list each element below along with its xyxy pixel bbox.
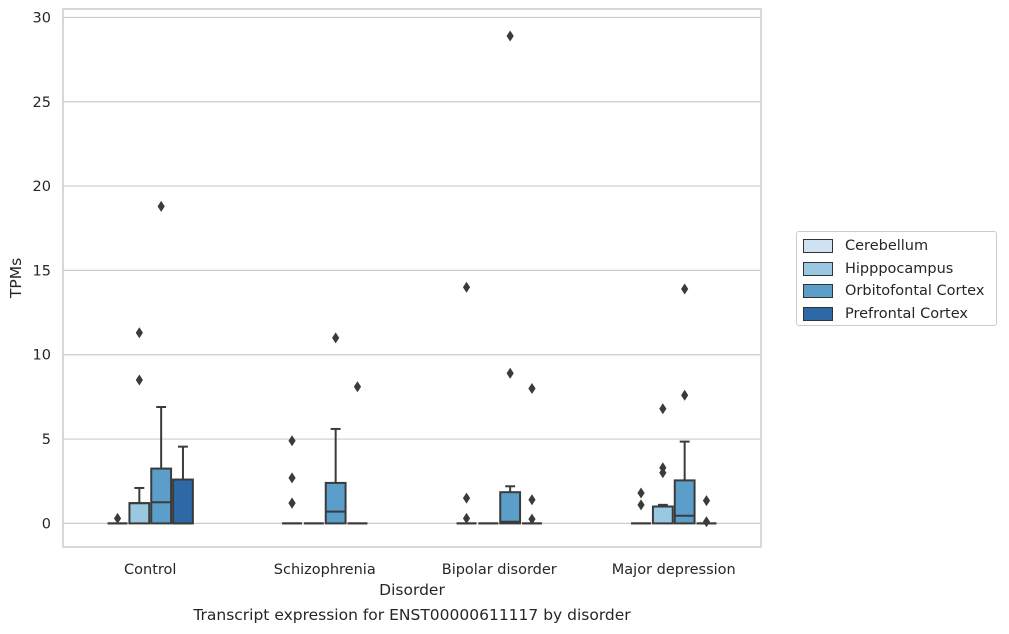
x-tick-label: Bipolar disorder (442, 562, 557, 578)
y-tick-label: 20 (33, 179, 51, 195)
outlier-point (659, 462, 667, 474)
legend-swatch (803, 239, 833, 254)
x-tick-label: Control (124, 562, 176, 578)
outlier-point (157, 200, 165, 212)
chart-caption: Transcript expression for ENST0000061111… (193, 606, 631, 624)
legend-swatch (803, 261, 833, 276)
box-body (150, 467, 173, 525)
legend-item-prefrontal-cortex: Prefrontal Cortex (803, 303, 996, 326)
y-tick-label: 5 (42, 432, 51, 448)
outlier-point (288, 472, 296, 484)
y-tick-label: 15 (33, 263, 51, 279)
y-tick-label: 0 (42, 516, 51, 532)
outlier-point (135, 327, 143, 339)
legend: Cerebellum Hipppocampus Orbitofontal Cor… (796, 231, 997, 326)
outlier-point (353, 381, 362, 393)
outlier-point (637, 487, 645, 499)
outlier-point (528, 494, 536, 506)
legend-label: Prefrontal Cortex (845, 305, 968, 322)
plot-frame (62, 8, 762, 548)
legend-swatch (803, 306, 833, 321)
gridlines (63, 16, 761, 524)
legend-item-hippocampus: Hipppocampus (803, 258, 996, 281)
x-axis-label: Disorder (379, 581, 445, 599)
outlier-point (702, 516, 711, 528)
outlier-point (288, 435, 296, 447)
box-body (172, 478, 194, 525)
x-tick-label: Schizophrenia (274, 562, 376, 578)
box-control-2 (150, 406, 173, 525)
outlier-point (462, 492, 471, 504)
outlier-point (506, 367, 514, 379)
legend-item-orbitofrontal-cortex: Orbitofontal Cortex (803, 280, 996, 303)
outlier-point (113, 512, 122, 524)
legend-label: Orbitofontal Cortex (845, 283, 985, 300)
outlier-point (659, 403, 667, 415)
box-body (651, 505, 674, 525)
box-body (128, 502, 151, 525)
box-control-3 (172, 445, 194, 525)
box-major-depression-1 (651, 503, 674, 525)
outlier-point (681, 389, 689, 401)
boxes (107, 406, 717, 525)
y-tick-label: 25 (33, 95, 51, 111)
y-axis-label: TPMs (7, 258, 25, 299)
outlier-point (681, 283, 689, 295)
outlier-point (702, 495, 711, 507)
outlier-point (528, 513, 536, 525)
legend-item-cerebellum: Cerebellum (803, 235, 996, 258)
x-tick-label: Major depression (612, 562, 736, 578)
outlier-point (506, 30, 514, 42)
box-bipolar-disorder-2 (499, 485, 522, 525)
tick-labels: 0 5 10 15 20 25 30 Control Schizophrenia Bipolar … (33, 10, 736, 578)
outlier-point (637, 499, 645, 511)
legend-label: Cerebellum (845, 238, 929, 255)
outlier-point (135, 374, 143, 386)
outliers (113, 30, 711, 528)
box-body (324, 481, 347, 525)
box-schizophrenia-2 (324, 427, 347, 525)
legend-swatch (803, 284, 833, 299)
box-major-depression-2 (673, 440, 696, 525)
box-body (673, 479, 696, 525)
outlier-point (288, 497, 296, 509)
legend-label: Hipppocampus (845, 260, 954, 277)
outlier-point (462, 281, 471, 293)
outlier-point (528, 382, 536, 394)
y-tick-label: 30 (33, 10, 51, 26)
outlier-point (462, 512, 471, 524)
outlier-point (332, 332, 340, 344)
box-body (499, 491, 522, 525)
y-tick-label: 10 (33, 348, 51, 364)
box-control-1 (128, 486, 151, 525)
